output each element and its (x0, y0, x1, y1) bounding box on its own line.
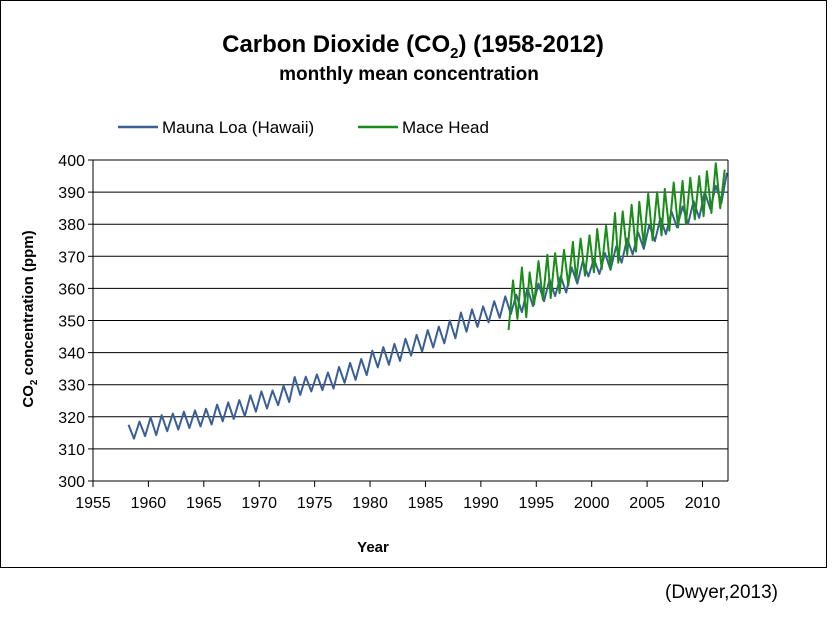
x-tick-label-1955: 1955 (75, 495, 111, 512)
y-axis-label-suffix: concentration (ppm) (20, 230, 37, 379)
y-tick-label-330: 330 (58, 378, 85, 395)
x-tick-label-2005: 2005 (629, 495, 665, 512)
x-tick-label-1970: 1970 (241, 495, 277, 512)
y-axis-label-prefix: CO (20, 385, 37, 408)
y-tick-label-300: 300 (58, 474, 85, 491)
x-tick-label-2000: 2000 (574, 495, 610, 512)
x-tick-labels: 1955 1960 1965 1970 1975 1980 1985 1990 1995 2000… (75, 495, 720, 512)
y-tick-label-390: 390 (58, 185, 85, 202)
x-tick-label-1965: 1965 (186, 495, 222, 512)
chart-title-subscript: 2 (450, 45, 458, 62)
y-axis-label: CO2 concentration (ppm) (20, 230, 40, 407)
grid-lines (93, 160, 728, 449)
x-tick-label-1990: 1990 (463, 495, 499, 512)
y-tick-label-340: 340 (58, 346, 85, 363)
x-tick-label-1985: 1985 (408, 495, 444, 512)
x-axis-label: Year (357, 539, 389, 556)
x-tick-label-1960: 1960 (131, 495, 167, 512)
y-tick-label-320: 320 (58, 410, 85, 427)
chart-subtitle: monthly mean concentration (279, 64, 539, 85)
series-line-mauna-loa-hawaii (129, 173, 727, 439)
chart-title-suffix: ) (1958-2012) (458, 31, 603, 58)
x-tick-label-1975: 1975 (297, 495, 333, 512)
y-tick-label-380: 380 (58, 217, 85, 234)
x-tick-label-2010: 2010 (685, 495, 721, 512)
x-tick-label-1995: 1995 (518, 495, 554, 512)
chart-svg: Carbon Dioxide (CO2) (1958-2012) monthly… (1, 1, 826, 567)
series-line-mace-head (509, 163, 725, 330)
y-tick-label-350: 350 (58, 314, 85, 331)
citation: (Dwyer,2013) (665, 582, 778, 604)
chart-title-prefix: Carbon Dioxide (CO (222, 31, 450, 58)
y-tick-labels: 300 310 320 330 340 350 360 370 380 390 400 (58, 153, 85, 491)
y-tick-label-370: 370 (58, 249, 85, 266)
chart-frame: Carbon Dioxide (CO2) (1958-2012) monthly… (0, 0, 827, 568)
legend-label-mace-head: Mace Head (402, 118, 489, 137)
y-tick-label-310: 310 (58, 442, 85, 459)
legend-label-mauna-loa: Mauna Loa (Hawaii) (162, 118, 314, 137)
legend: Mauna Loa (Hawaii) Mace Head (118, 118, 489, 137)
x-tick-label-1980: 1980 (352, 495, 388, 512)
chart-title: Carbon Dioxide (CO2) (1958-2012) (222, 31, 604, 62)
y-tick-label-360: 360 (58, 281, 85, 298)
series-layer (129, 163, 727, 438)
y-tick-label-400: 400 (58, 153, 85, 170)
